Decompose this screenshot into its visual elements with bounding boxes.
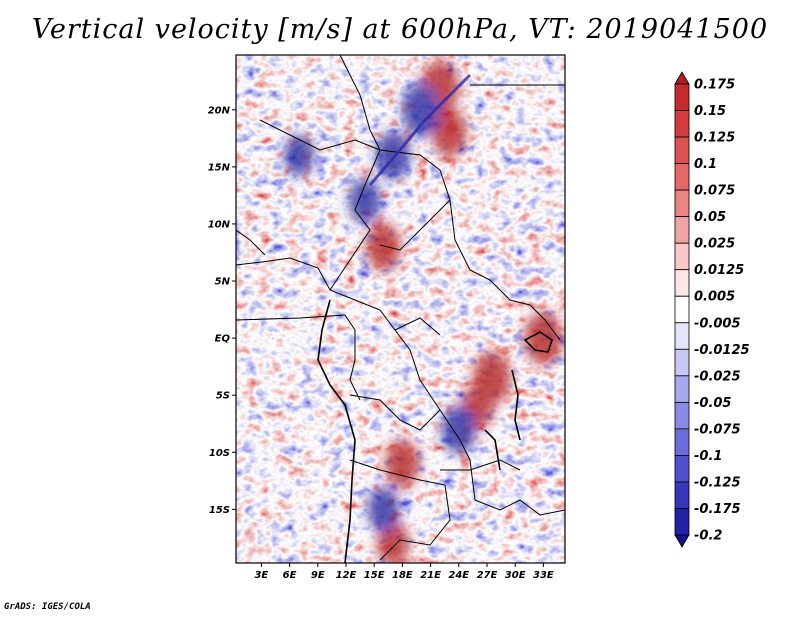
updraft-area — [366, 222, 401, 271]
colorbar-segment — [674, 508, 690, 536]
colorbar-segment — [674, 481, 690, 509]
lat-tick-label: EQ — [215, 334, 231, 345]
colorbar-label: -0.05 — [694, 396, 731, 411]
colorbar-segment — [674, 455, 690, 483]
colorbar-segment — [674, 269, 690, 297]
colorbar-segment — [674, 242, 690, 271]
lon-tick-label: 12E — [336, 570, 357, 581]
colorbar-label: 0.0125 — [694, 263, 744, 278]
velocity-highlights — [284, 60, 563, 563]
lat-tick-label: 10N — [208, 219, 231, 230]
colorbar-label: -0.0125 — [694, 343, 750, 358]
downdraft-area — [441, 405, 476, 454]
lon-tick-label: 18E — [392, 570, 413, 581]
colorbar-bottom-arrow — [674, 534, 690, 548]
colorbar-segment — [674, 348, 690, 377]
lon-tick-label: 30E — [505, 570, 526, 581]
colorbar-segment — [674, 136, 690, 164]
lon-tick-label: 24E — [448, 570, 469, 581]
lon-tick-label: 15E — [364, 570, 385, 581]
lon-tick-label: 3E — [254, 570, 268, 581]
lat-tick-label: 10S — [209, 448, 230, 459]
colorbar-segment — [674, 401, 690, 430]
colorbar-label: 0.025 — [694, 237, 735, 252]
colorbar-label: 0.1 — [694, 157, 717, 172]
map-title: Vertical velocity [m/s] at 600hPa, VT: 2… — [31, 14, 769, 45]
updraft-area — [432, 108, 467, 157]
colorbar-top-arrow — [674, 71, 690, 85]
lon-tick-label: 9E — [311, 570, 325, 581]
latitude-axis: 20N 15N 10N 5N EQ 5S 10S 15S — [208, 105, 236, 516]
colorbar-segment — [674, 110, 690, 138]
downdraft-area — [367, 486, 400, 532]
longitude-axis: 3E 6E 9E 12E 15E 18E 21E 24E 27E 30E 33E — [254, 563, 554, 581]
lon-tick-label: 21E — [420, 570, 441, 581]
colorbar-label: -0.005 — [694, 316, 741, 331]
colorbar-segment — [674, 322, 690, 350]
downdraft-area — [284, 134, 314, 177]
coastline-and-lakes — [317, 299, 553, 563]
colorbar: 0.175 0.15 0.125 0.1 0.075 0.05 0.025 0.0125 0.0… — [674, 71, 750, 548]
lat-tick-label: 5S — [216, 391, 230, 402]
colorbar-segment — [674, 83, 690, 111]
ridge-line — [368, 73, 472, 186]
colorbar-label: 0.05 — [694, 210, 726, 225]
lat-tick-label: 5N — [215, 277, 231, 288]
colorbar-segment — [674, 216, 690, 244]
colorbar-segment — [674, 428, 690, 456]
updraft-area — [385, 439, 420, 488]
colorbar-segment — [674, 189, 690, 218]
colorbar-label: 0.005 — [694, 290, 735, 305]
lat-tick-label: 15N — [208, 162, 231, 173]
colorbar-segment — [674, 375, 690, 403]
map-frame — [235, 54, 566, 564]
grads-credit: GrADS: IGES/COLA — [4, 602, 91, 612]
lon-tick-label: 27E — [477, 570, 498, 581]
colorbar-segment — [674, 295, 690, 324]
updraft-area — [524, 311, 563, 365]
colorbar-label: -0.025 — [694, 369, 741, 384]
downdraft-area — [402, 83, 441, 137]
colorbar-label: 0.125 — [694, 131, 735, 146]
lon-tick-label: 33E — [533, 570, 554, 581]
colorbar-label: -0.075 — [694, 422, 741, 437]
colorbar-label: 0.075 — [694, 184, 735, 199]
colorbar-label: -0.1 — [694, 449, 722, 464]
lat-tick-label: 15S — [209, 505, 230, 516]
colorbar-segment — [674, 163, 690, 191]
lat-tick-label: 20N — [208, 105, 231, 116]
colorbar-label: -0.125 — [694, 475, 741, 490]
country-borders — [236, 55, 565, 561]
colorbar-label: 0.15 — [694, 104, 726, 119]
colorbar-label: -0.175 — [694, 502, 741, 517]
lon-tick-label: 6E — [283, 570, 297, 581]
colorbar-label: 0.175 — [694, 78, 735, 93]
map-plot-area — [236, 55, 565, 563]
colorbar-label: -0.2 — [694, 529, 722, 544]
